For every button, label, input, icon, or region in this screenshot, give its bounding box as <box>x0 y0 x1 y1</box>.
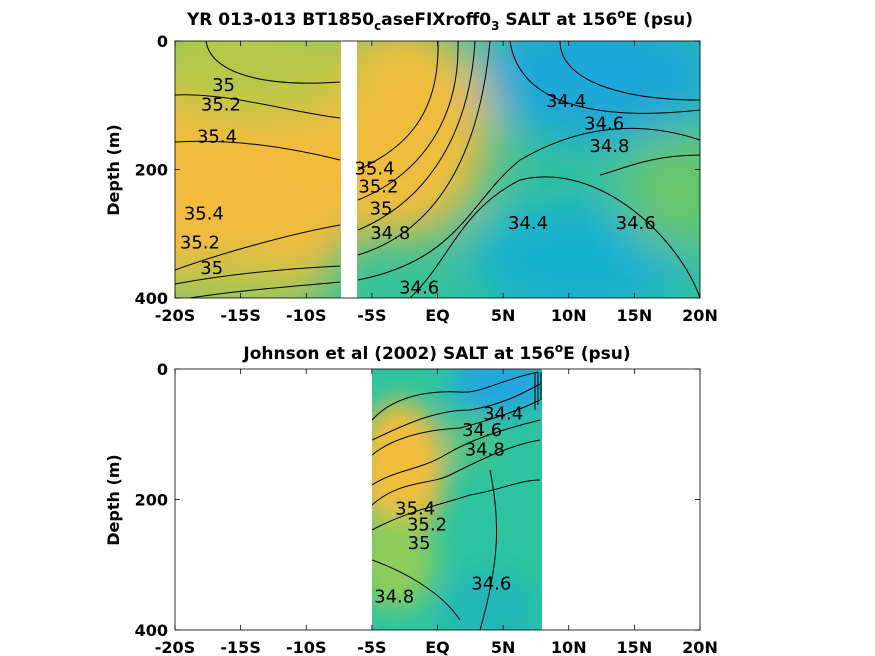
obs-contour-label: 34.6 <box>462 420 502 441</box>
obs-x-tick-label: -20S <box>155 638 195 656</box>
model-x-tick-label: EQ <box>425 306 450 325</box>
model-contour-label: 34.6 <box>616 213 656 234</box>
obs-title: Johnson et al (2002) SALT at 156oE (psu) <box>242 341 630 364</box>
model-x-tick-label: -15S <box>220 306 260 325</box>
model-contour-label: 35.4 <box>197 126 237 147</box>
obs-y-tick-label: 400 <box>135 621 168 640</box>
model-contour-label: 35.2 <box>180 232 220 253</box>
obs-y-ticks: 0 200 400 <box>135 360 700 640</box>
model-contour-label: 35 <box>370 198 393 219</box>
model-contour-label: 34.4 <box>546 91 586 112</box>
model-y-tick-label: 400 <box>135 289 168 308</box>
obs-x-tick-label: -15S <box>220 638 260 656</box>
model-x-ticks: -20S -15S -10S -5S EQ 5N 10N 15N 20N <box>155 41 718 325</box>
model-contour-label: 35.2 <box>201 94 241 115</box>
obs-contour-label: 35.2 <box>407 515 447 536</box>
obs-x-tick-label: 20N <box>682 638 718 656</box>
obs-x-tick-label: 10N <box>551 638 587 656</box>
model-x-tick-label: 20N <box>682 306 718 325</box>
model-x-tick-label: -5S <box>357 306 386 325</box>
model-contour-label: 35 <box>200 258 223 279</box>
model-x-tick-label: 15N <box>617 306 653 325</box>
model-salinity-field: 3535.235.435.435.23535.435.23534.834.634… <box>175 41 700 298</box>
obs-x-tick-label: 5N <box>491 638 516 656</box>
model-contour-label: 34.6 <box>584 114 624 135</box>
model-x-tick-label: -10S <box>286 306 326 325</box>
obs-contour-label: 34.8 <box>465 440 505 461</box>
obs-x-tick-label: 15N <box>617 638 653 656</box>
obs-x-tick-label: -10S <box>286 638 326 656</box>
model-contour-label: 35.4 <box>184 203 224 224</box>
obs-x-tick-label: -5S <box>357 638 386 656</box>
model-y-ticks: 0 200 400 <box>135 32 700 308</box>
model-contour-label: 34.8 <box>370 223 410 244</box>
model-contour-label: 34.4 <box>508 213 548 234</box>
obs-contour-label: 34.8 <box>374 586 414 607</box>
obs-y-tick-label: 200 <box>135 491 168 510</box>
obs-y-tick-label: 0 <box>157 360 168 379</box>
model-title: YR 013-013 BT1850caseFIXroff03 SALT at 1… <box>186 7 693 33</box>
model-panel: 3535.235.435.435.23535.435.23534.834.634… <box>104 7 718 325</box>
model-contour-label: 35 <box>212 75 235 96</box>
obs-contour-lines <box>372 371 542 630</box>
obs-x-ticks: -20S -15S -10S -5S EQ 5N 10N 15N 20N <box>155 369 718 656</box>
model-x-tick-label: 5N <box>491 306 516 325</box>
model-y-tick-label: 200 <box>135 161 168 180</box>
model-x-tick-label: 10N <box>551 306 587 325</box>
model-contour-label: 35.4 <box>354 159 394 180</box>
model-x-tick-label: -20S <box>155 306 195 325</box>
model-y-axis-label: Depth (m) <box>104 124 123 216</box>
obs-contour-label: 34.4 <box>483 404 523 425</box>
model-y-tick-label: 0 <box>157 32 168 51</box>
obs-contour-label: 34.6 <box>471 573 511 594</box>
model-contour-label: 34.8 <box>589 136 629 157</box>
obs-y-axis-label: Depth (m) <box>104 454 123 546</box>
obs-x-tick-label: EQ <box>425 638 450 656</box>
model-contour-label: 34.6 <box>399 277 439 298</box>
obs-contour-label: 35 <box>408 533 431 554</box>
model-contour-label: 35.2 <box>358 176 398 197</box>
obs-contour-label: 35.4 <box>395 498 435 519</box>
model-contour-labels: 3535.235.435.435.23535.435.23534.834.634… <box>180 75 656 298</box>
model-contour-lines <box>175 41 700 298</box>
